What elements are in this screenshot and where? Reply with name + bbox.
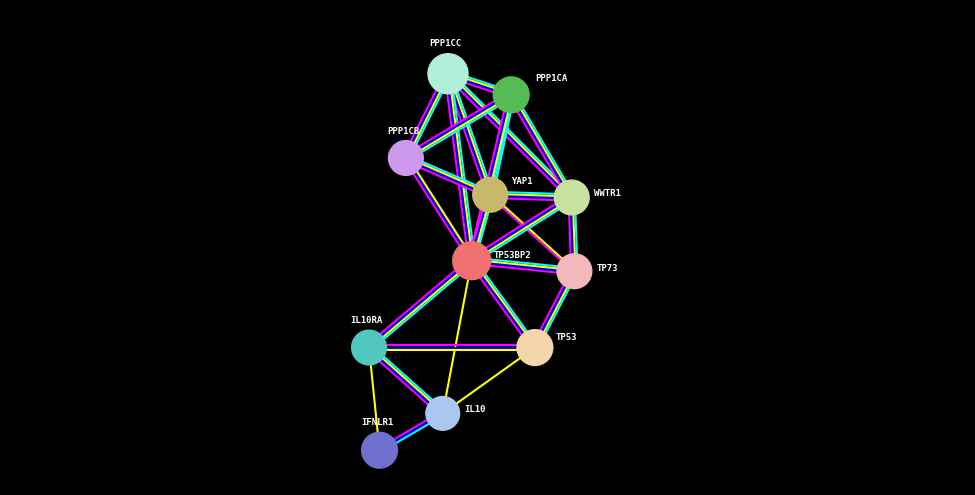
Circle shape — [352, 330, 386, 365]
Circle shape — [493, 77, 529, 113]
Text: WWTR1: WWTR1 — [594, 189, 621, 198]
Text: TP73: TP73 — [597, 264, 618, 273]
Circle shape — [428, 54, 468, 94]
Text: IL10: IL10 — [464, 405, 486, 414]
Text: PPP1CA: PPP1CA — [535, 74, 567, 84]
Text: PPP1CC: PPP1CC — [429, 40, 461, 49]
Circle shape — [362, 432, 398, 468]
Circle shape — [517, 330, 553, 365]
Circle shape — [452, 242, 490, 280]
Text: YAP1: YAP1 — [511, 177, 532, 186]
Text: IL10RA: IL10RA — [350, 316, 382, 325]
Circle shape — [388, 141, 423, 175]
Circle shape — [473, 178, 508, 212]
Text: TP53: TP53 — [556, 333, 577, 342]
Circle shape — [426, 396, 459, 430]
Text: TP53BP2: TP53BP2 — [493, 251, 531, 260]
Text: PPP1CB: PPP1CB — [387, 127, 419, 136]
Circle shape — [555, 180, 589, 215]
Text: IFNLR1: IFNLR1 — [361, 418, 393, 427]
Circle shape — [557, 254, 592, 289]
